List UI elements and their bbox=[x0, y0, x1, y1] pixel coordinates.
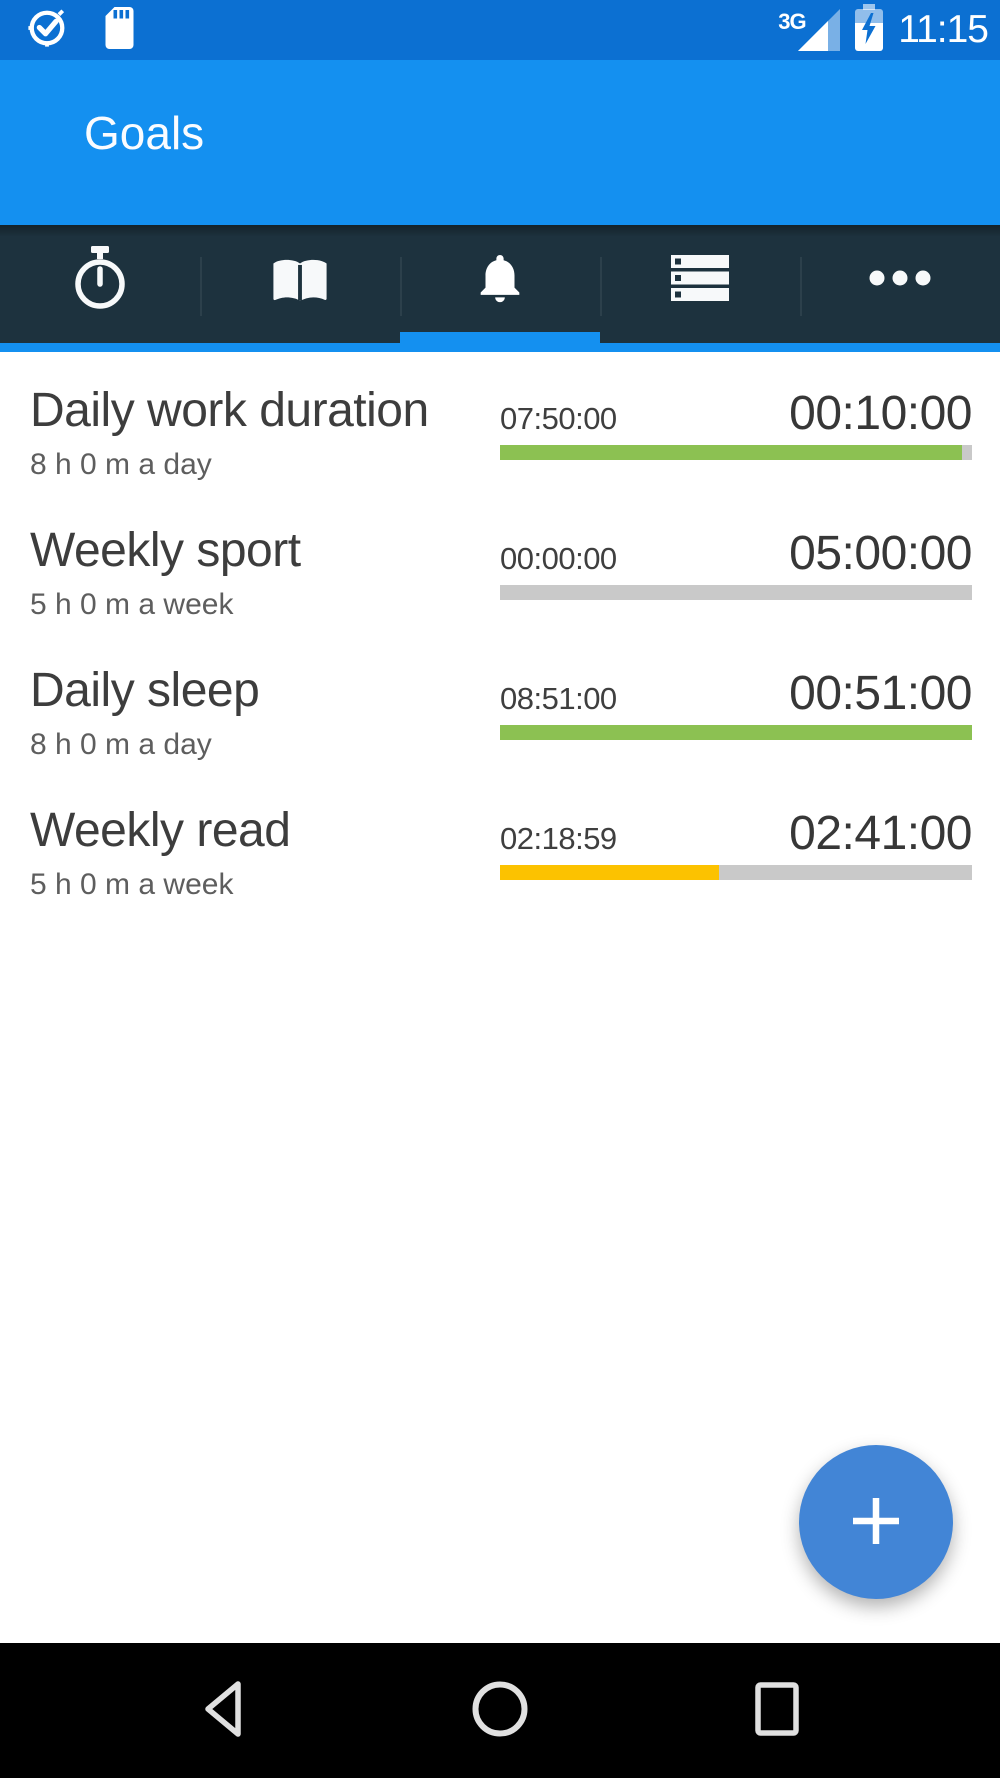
app-header: Goals bbox=[0, 60, 1000, 225]
back-button[interactable] bbox=[193, 1681, 253, 1741]
goal-row[interactable]: Weekly read 5 h 0 m a week 02:18:59 02:4… bbox=[0, 780, 1000, 920]
goal-progress-fill bbox=[500, 865, 719, 880]
tab-goals[interactable] bbox=[400, 225, 600, 352]
goal-progress-fill bbox=[500, 445, 963, 460]
goal-meter: 02:18:59 02:41:00 bbox=[500, 804, 972, 920]
goal-title: Daily work duration bbox=[30, 384, 429, 437]
goal-list: Daily work duration 8 h 0 m a day 07:50:… bbox=[0, 352, 1000, 920]
goal-time-large: 02:41:00 bbox=[789, 807, 972, 860]
goal-time-small: 02:18:59 bbox=[500, 821, 617, 856]
goal-subtitle: 8 h 0 m a day bbox=[30, 448, 212, 481]
stopwatch-icon bbox=[72, 246, 128, 315]
goal-progress-bar bbox=[500, 725, 972, 740]
status-bar-indicators: 3G 11:15 bbox=[778, 0, 989, 60]
goal-times: 00:00:00 05:00:00 bbox=[500, 526, 972, 580]
goal-meter: 08:51:00 00:51:00 bbox=[500, 664, 972, 780]
goal-row[interactable]: Daily work duration 8 h 0 m a day 07:50:… bbox=[0, 360, 1000, 500]
goal-time-small: 08:51:00 bbox=[500, 681, 617, 716]
tab-lists[interactable] bbox=[600, 225, 800, 352]
storage-icon bbox=[671, 255, 729, 306]
home-circle-icon bbox=[471, 1680, 529, 1741]
goal-row[interactable]: Weekly sport 5 h 0 m a week 00:00:00 05:… bbox=[0, 500, 1000, 640]
tab-bar bbox=[0, 225, 1000, 352]
goal-title: Daily sleep bbox=[30, 664, 260, 717]
goal-progress-bar bbox=[500, 445, 972, 460]
goal-times: 08:51:00 00:51:00 bbox=[500, 666, 972, 720]
add-goal-fab[interactable] bbox=[799, 1445, 953, 1599]
goal-progress-bar bbox=[500, 865, 972, 880]
plus-icon bbox=[850, 1495, 902, 1550]
goal-meter: 07:50:00 00:10:00 bbox=[500, 384, 972, 500]
back-triangle-icon bbox=[200, 1679, 246, 1742]
network-type-label: 3G bbox=[778, 9, 806, 34]
book-icon bbox=[267, 249, 333, 312]
goal-times: 07:50:00 00:10:00 bbox=[500, 386, 972, 440]
goal-time-large: 00:51:00 bbox=[789, 667, 972, 720]
goal-time-large: 05:00:00 bbox=[789, 527, 972, 580]
status-bar-clock: 11:15 bbox=[898, 8, 989, 51]
goal-time-large: 00:10:00 bbox=[789, 387, 972, 440]
home-button[interactable] bbox=[470, 1681, 530, 1741]
status-bar: 3G 11:15 bbox=[0, 0, 1000, 60]
goal-subtitle: 5 h 0 m a week bbox=[30, 588, 234, 621]
bell-icon bbox=[471, 249, 529, 312]
tab-timer[interactable] bbox=[0, 225, 200, 352]
recents-button[interactable] bbox=[747, 1681, 807, 1741]
android-nav-bar bbox=[0, 1643, 1000, 1778]
goal-subtitle: 5 h 0 m a week bbox=[30, 868, 234, 901]
clock-notification-icon bbox=[26, 7, 68, 54]
page-title: Goals bbox=[84, 106, 205, 159]
sd-card-icon bbox=[104, 6, 135, 54]
recents-square-icon bbox=[754, 1681, 800, 1740]
goal-time-small: 07:50:00 bbox=[500, 401, 617, 436]
tab-more[interactable] bbox=[800, 225, 1000, 352]
goal-title: Weekly sport bbox=[30, 524, 301, 577]
goal-info: Weekly read 5 h 0 m a week bbox=[30, 804, 490, 920]
goal-progress-bar bbox=[500, 585, 972, 600]
goal-progress-fill bbox=[500, 725, 972, 740]
goal-times: 02:18:59 02:41:00 bbox=[500, 806, 972, 860]
tab-log[interactable] bbox=[200, 225, 400, 352]
goal-subtitle: 8 h 0 m a day bbox=[30, 728, 212, 761]
more-dots-icon bbox=[869, 270, 931, 291]
goal-title: Weekly read bbox=[30, 804, 291, 857]
goal-info: Weekly sport 5 h 0 m a week bbox=[30, 524, 490, 640]
goal-meter: 00:00:00 05:00:00 bbox=[500, 524, 972, 640]
goal-info: Daily work duration 8 h 0 m a day bbox=[30, 384, 490, 500]
goal-row[interactable]: Daily sleep 8 h 0 m a day 08:51:00 00:51… bbox=[0, 640, 1000, 780]
battery-charging-icon bbox=[855, 3, 884, 57]
goal-info: Daily sleep 8 h 0 m a day bbox=[30, 664, 490, 780]
status-bar-notifications bbox=[26, 0, 135, 60]
goal-time-small: 00:00:00 bbox=[500, 541, 617, 576]
signal-strength-icon: 3G bbox=[778, 6, 841, 54]
